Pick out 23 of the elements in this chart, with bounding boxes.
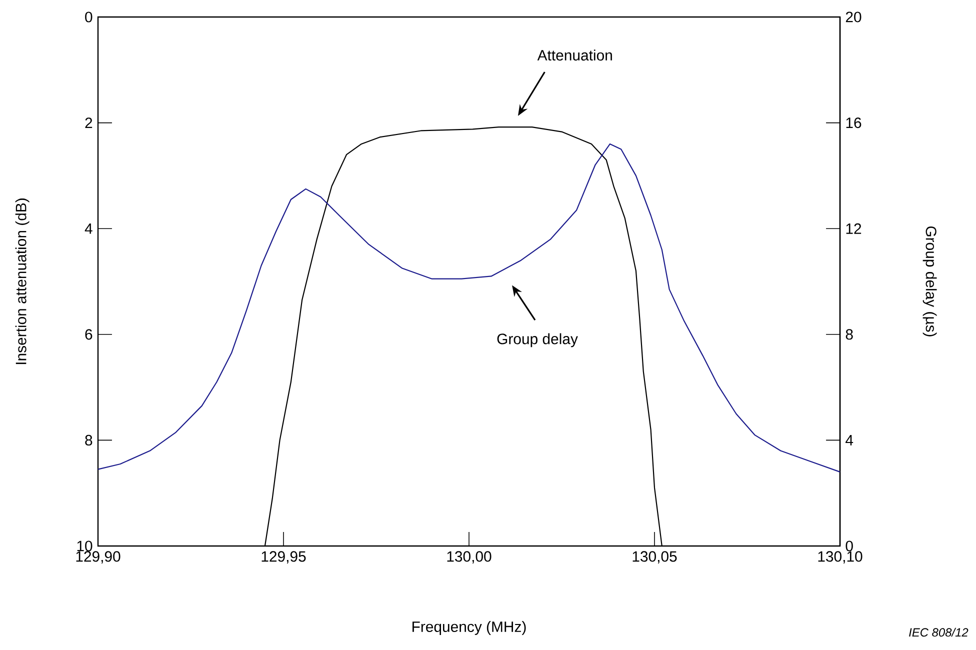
y2-tick-label: 8 — [846, 329, 853, 340]
x-tick-label: 129,90 — [76, 551, 120, 564]
y-tick-label: 6 — [85, 329, 92, 340]
y2-tick-label: 20 — [846, 12, 862, 22]
text: IEC 808/12 — [909, 628, 968, 637]
y2-axis-title: Group delay (µs) — [922, 226, 937, 336]
y-tick-label: 2 — [85, 118, 92, 128]
annotation: Group delay — [497, 333, 578, 348]
y2-tick-label: 12 — [846, 223, 862, 234]
x-tick-label: 129,95 — [262, 551, 306, 564]
y-tick-label: 4 — [84, 223, 92, 234]
y-tick-label: 8 — [85, 434, 92, 446]
x-tick-label: 130,00 — [447, 551, 492, 564]
x-axis-title: Frequency (MHz) — [412, 621, 526, 635]
y2-tick-label: 0 — [846, 540, 853, 552]
annotation: Attenuation — [537, 50, 612, 61]
x-tick-label: 130,10 — [818, 551, 862, 564]
x-tick-label: 130,05 — [632, 551, 677, 564]
y2-tick-label: 4 — [846, 435, 854, 446]
y-axis-title: Insertion attenuation (dB) — [15, 198, 30, 364]
y-tick-label: 10 — [77, 540, 92, 552]
y2-tick-label: 16 — [846, 118, 862, 128]
y-tick-label: 0 — [85, 12, 92, 22]
